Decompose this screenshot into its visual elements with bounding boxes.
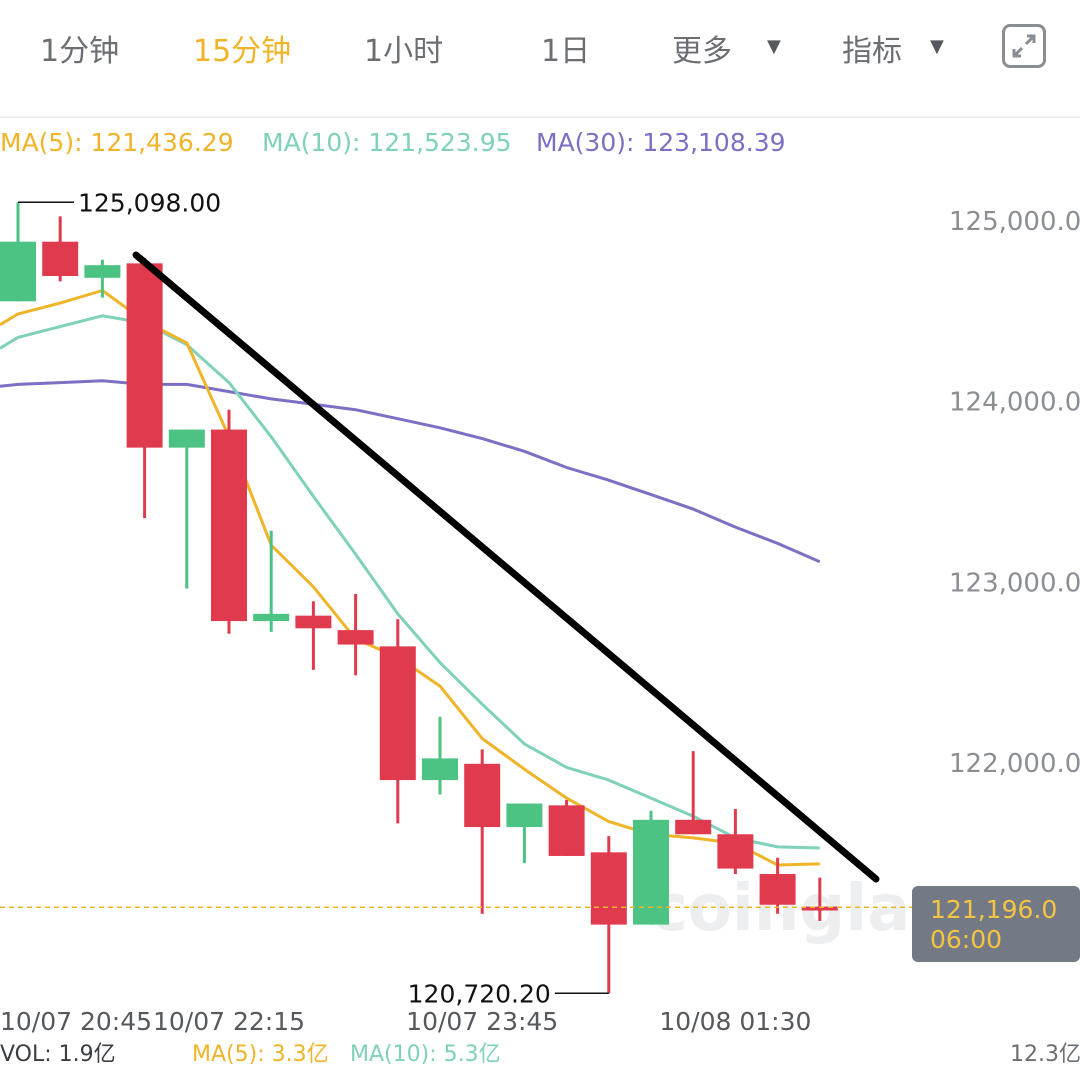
- candle: [295, 601, 332, 670]
- min-price-label: 120,720.20: [408, 979, 551, 1008]
- candle: [464, 749, 501, 914]
- candle-countdown: 06:00: [930, 925, 1003, 954]
- tab-indicators[interactable]: 指标: [842, 34, 902, 69]
- candle-body: [717, 834, 754, 869]
- tab-1day[interactable]: 1日: [541, 34, 591, 69]
- candles: [0, 202, 838, 994]
- fullscreen-button[interactable]: [1002, 24, 1046, 68]
- y-tick-label: 123,000.0: [949, 568, 1080, 598]
- candle: [168, 429, 205, 589]
- x-axis: 10/07 20:45 10/07 22:15 10/07 23:45 10/08 0…: [0, 1007, 811, 1036]
- vol-ma10-legend: MA(10): 5.3亿: [350, 1042, 501, 1067]
- y-tick-label: 122,000.0: [949, 749, 1080, 779]
- candle: [506, 803, 543, 864]
- candle-body: [759, 874, 796, 905]
- candle-body: [253, 613, 290, 622]
- candle-body: [422, 758, 458, 781]
- candle-body: [42, 241, 79, 277]
- candle-body: [211, 429, 247, 622]
- x-tick-label: 10/07 20:45: [0, 1007, 152, 1036]
- max-price-label: 125,098.00: [78, 188, 221, 217]
- candle-body: [126, 263, 163, 448]
- x-tick-label: 10/07 23:45: [406, 1007, 558, 1036]
- candle: [84, 259, 121, 298]
- ma30-series: [0, 379, 821, 564]
- candle: [759, 857, 796, 914]
- x-tick-label: 10/08 01:30: [659, 1007, 811, 1036]
- candle-body: [379, 646, 416, 781]
- ma30-legend: MA(30): 123,108.39: [536, 128, 786, 157]
- candle-body: [675, 819, 712, 835]
- candle-body: [633, 819, 669, 925]
- current-price-value: 121,196.0: [930, 895, 1058, 924]
- ma10-line: [0, 314, 820, 850]
- y-tick-label: 124,000.0: [949, 388, 1080, 418]
- candle-body: [506, 803, 543, 828]
- indicators-dropdown-caret-icon[interactable]: ▼: [930, 36, 944, 57]
- more-dropdown-caret-icon[interactable]: ▼: [767, 36, 781, 57]
- ma30-line: [0, 379, 821, 564]
- candle-body: [295, 615, 332, 629]
- y-tick-label: 125,000.0: [949, 207, 1080, 237]
- candle: [0, 202, 36, 302]
- vol-ma5-legend: MA(5): 3.3亿: [192, 1042, 329, 1067]
- candle-body: [337, 630, 374, 645]
- tab-1hour[interactable]: 1小时: [364, 34, 444, 69]
- candle: [675, 751, 712, 835]
- candle: [590, 836, 627, 994]
- candle-body: [548, 805, 585, 856]
- extreme-markers: 125,098.00 120,720.20: [18, 188, 609, 1008]
- candle: [717, 808, 754, 875]
- candle-body: [0, 241, 36, 302]
- candle-body: [168, 429, 205, 448]
- candle-body: [464, 763, 501, 828]
- candle-body: [84, 265, 121, 278]
- ma5-legend: MA(5): 121,436.29: [0, 128, 234, 157]
- candle: [548, 799, 585, 856]
- tab-15min[interactable]: 15分钟: [193, 34, 292, 69]
- candle: [211, 409, 247, 634]
- tab-1min[interactable]: 1分钟: [40, 34, 120, 69]
- candle: [801, 877, 838, 921]
- current-price-tag: 121,196.0 06:00: [912, 886, 1080, 962]
- ma10-legend: MA(10): 121,523.95: [262, 128, 512, 157]
- candle: [337, 593, 374, 676]
- trendline-annotation: [132, 251, 880, 883]
- candle-body: [801, 906, 838, 911]
- y-axis: 125,000.0 124,000.0 123,000.0 122,000.0: [949, 207, 1080, 779]
- vol-legend-value: VOL: 1.9亿: [0, 1042, 116, 1067]
- candle: [422, 716, 458, 795]
- candle-body: [590, 852, 627, 925]
- timeframe-toolbar: 1分钟 15分钟 1小时 1日 更多 ▼ 指标 ▼: [0, 0, 1080, 112]
- candle: [253, 530, 290, 632]
- x-tick-label: 10/07 22:15: [153, 1007, 305, 1036]
- candle: [379, 619, 416, 824]
- vol-max-label: 12.3亿: [1010, 1042, 1080, 1067]
- toolbar-divider: [0, 116, 1080, 118]
- tab-more[interactable]: 更多: [672, 34, 732, 69]
- expand-icon: [1012, 34, 1036, 58]
- candle: [42, 216, 79, 282]
- candle: [126, 257, 163, 519]
- ma10-series: [0, 314, 820, 850]
